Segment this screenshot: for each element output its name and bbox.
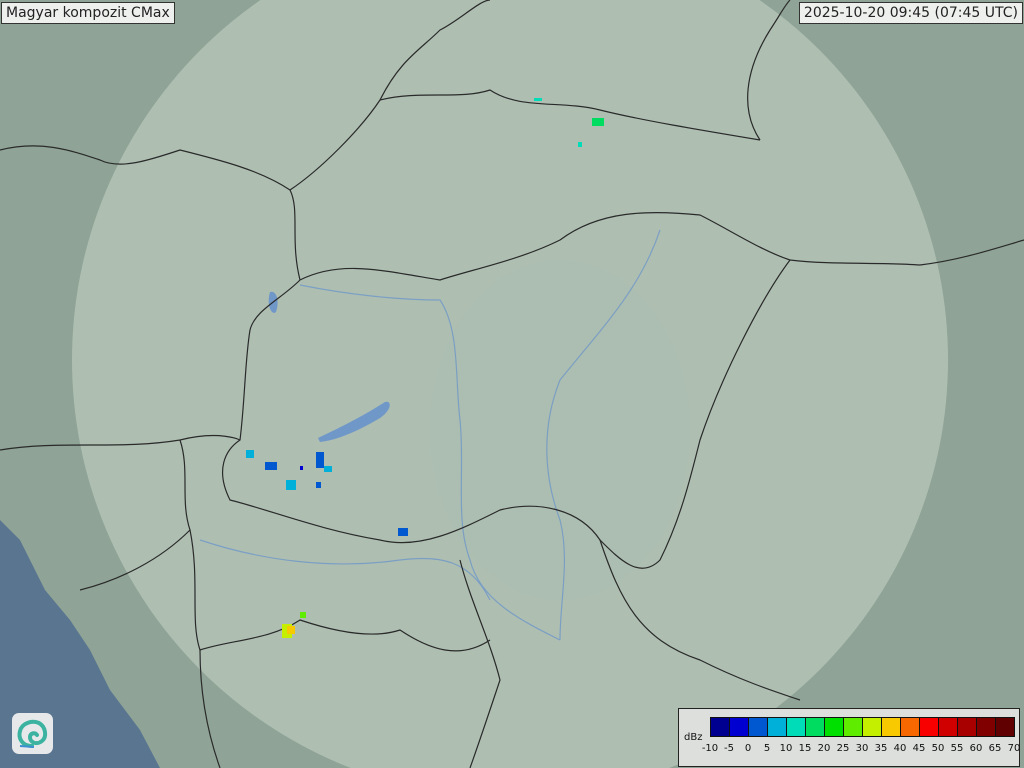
swirl-logo-icon[interactable] <box>12 713 53 754</box>
hungarian-plain <box>430 260 690 600</box>
color-bar <box>710 717 1015 737</box>
legend-tick-label: 5 <box>763 743 771 754</box>
legend-swatch <box>958 718 977 736</box>
legend-swatch <box>882 718 901 736</box>
product-title: Magyar kompozit CMax <box>1 2 175 24</box>
legend-swatch <box>768 718 787 736</box>
legend-swatch <box>977 718 996 736</box>
legend-swatch <box>901 718 920 736</box>
lake-balaton <box>318 401 390 442</box>
legend-tick-label: -10 <box>701 743 719 754</box>
legend-tick-label: 20 <box>817 743 831 754</box>
legend-tick-label: 25 <box>836 743 850 754</box>
legend-tick-label: 55 <box>950 743 964 754</box>
legend-tick-label: -5 <box>724 743 734 754</box>
legend-tick-label: 10 <box>779 743 793 754</box>
legend-tick-label: 50 <box>931 743 945 754</box>
radar-echoes <box>246 98 604 638</box>
legend-tick-label: 0 <box>744 743 752 754</box>
legend-swatch <box>920 718 939 736</box>
legend-tick-label: 40 <box>893 743 907 754</box>
legend-tick-label: 15 <box>798 743 812 754</box>
legend-swatch <box>806 718 825 736</box>
legend-unit: dBz <box>684 732 703 743</box>
legend-swatch <box>825 718 844 736</box>
rivers <box>199 229 661 641</box>
legend-swatch <box>787 718 806 736</box>
legend-tick-label: 45 <box>912 743 926 754</box>
legend-swatch <box>996 718 1014 736</box>
legend-swatch <box>939 718 958 736</box>
legend-ticks: -10 -5 0 5 10 15 20 25 30 35 40 45 50 55 60 65 70 <box>699 743 1021 759</box>
legend-swatch <box>730 718 749 736</box>
color-scale-legend: dBz -10 -5 0 5 10 15 20 25 30 35 40 45 50 55 60 65 70 <box>678 708 1020 767</box>
legend-swatch <box>863 718 882 736</box>
legend-tick-label: 30 <box>855 743 869 754</box>
legend-swatch <box>711 718 730 736</box>
adriatic-sea <box>0 520 160 768</box>
timestamp: 2025-10-20 09:45 (07:45 UTC) <box>798 2 1023 24</box>
legend-tick-label: 35 <box>874 743 888 754</box>
legend-tick-label: 60 <box>969 743 983 754</box>
legend-tick-label: 65 <box>988 743 1002 754</box>
legend-tick-label: 70 <box>1007 743 1021 754</box>
legend-swatch <box>844 718 863 736</box>
legend-swatch <box>749 718 768 736</box>
